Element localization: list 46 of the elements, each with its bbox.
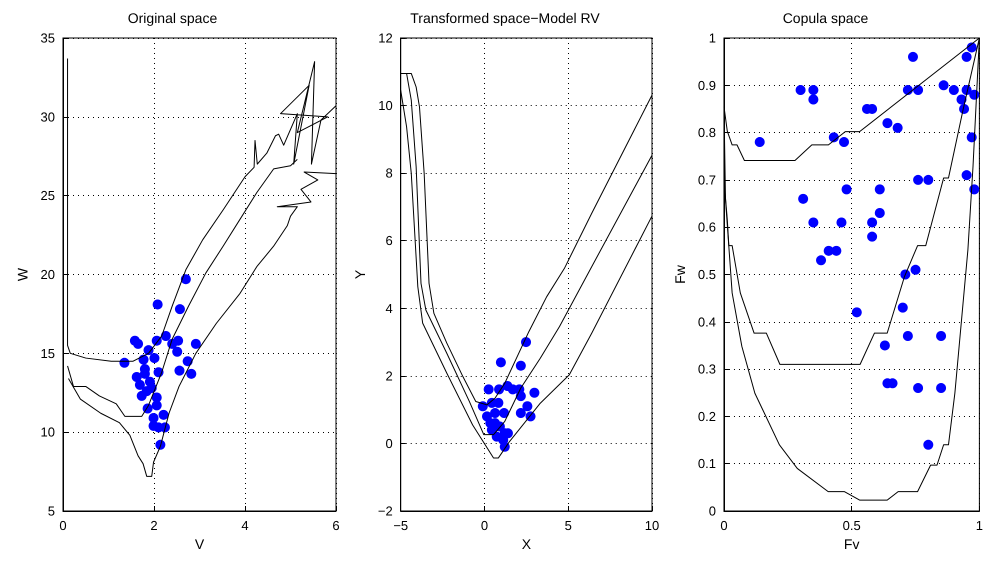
y-tick-label: 10 (378, 98, 393, 114)
y-tick-label: 0 (385, 436, 393, 451)
x-axis-title: V (194, 536, 205, 552)
y-tick-label: 6 (385, 233, 393, 248)
y-tick-label: 15 (40, 346, 55, 361)
y-tick-label: 0.3 (698, 362, 716, 377)
y-tick-label: 20 (40, 267, 55, 282)
x-tick-label: 0.5 (842, 518, 861, 533)
y-tick-label: 0.4 (698, 314, 716, 330)
y-tick-label: 0.1 (698, 456, 716, 472)
y-tick-label: 0.9 (698, 78, 716, 93)
y-tick-label: 0.8 (698, 125, 716, 140)
y-tick-label: 25 (40, 188, 55, 204)
x-tick-label: 0 (59, 518, 67, 533)
x-tick-label: 4 (241, 518, 249, 533)
chart-title: Transformed space−Model RV (410, 10, 600, 26)
x-tick-label: 6 (332, 518, 340, 533)
y-tick-label: 10 (40, 424, 55, 440)
y-tick-label: 8 (385, 166, 393, 181)
y-tick-label: 4 (385, 300, 393, 316)
chart-title: Original space (128, 10, 218, 26)
x-axis-title: X (522, 536, 532, 552)
x-axis-title: Fv (844, 536, 860, 552)
y-tick-label: 5 (48, 504, 55, 518)
x-tick-label: 0 (720, 518, 728, 533)
y-axis-title: Fw (672, 264, 688, 284)
y-axis-title: W (14, 267, 31, 282)
y-tick-label: 2 (385, 368, 393, 384)
y-tick-label: 0.5 (698, 267, 716, 282)
x-tick-label: 5 (564, 518, 572, 533)
y-tick-label: 12 (378, 30, 393, 46)
x-tick-label: 1 (976, 518, 983, 533)
y-tick-label: 0 (708, 504, 716, 518)
y-axis-title: Y (352, 269, 368, 280)
y-tick-label: −2 (378, 504, 393, 518)
x-tick-label: 2 (150, 518, 158, 533)
y-tick-label: 0.7 (698, 172, 716, 188)
x-tick-label: −5 (393, 518, 408, 533)
y-tick-label: 35 (40, 30, 55, 46)
x-tick-label: 10 (644, 518, 660, 533)
chart-title: Copula space (782, 10, 869, 26)
y-tick-label: 0.6 (698, 220, 716, 235)
y-tick-label: 30 (40, 109, 55, 124)
y-tick-label: 1 (708, 30, 716, 46)
x-tick-label: 0 (480, 518, 488, 533)
y-tick-label: 0.2 (698, 408, 716, 424)
